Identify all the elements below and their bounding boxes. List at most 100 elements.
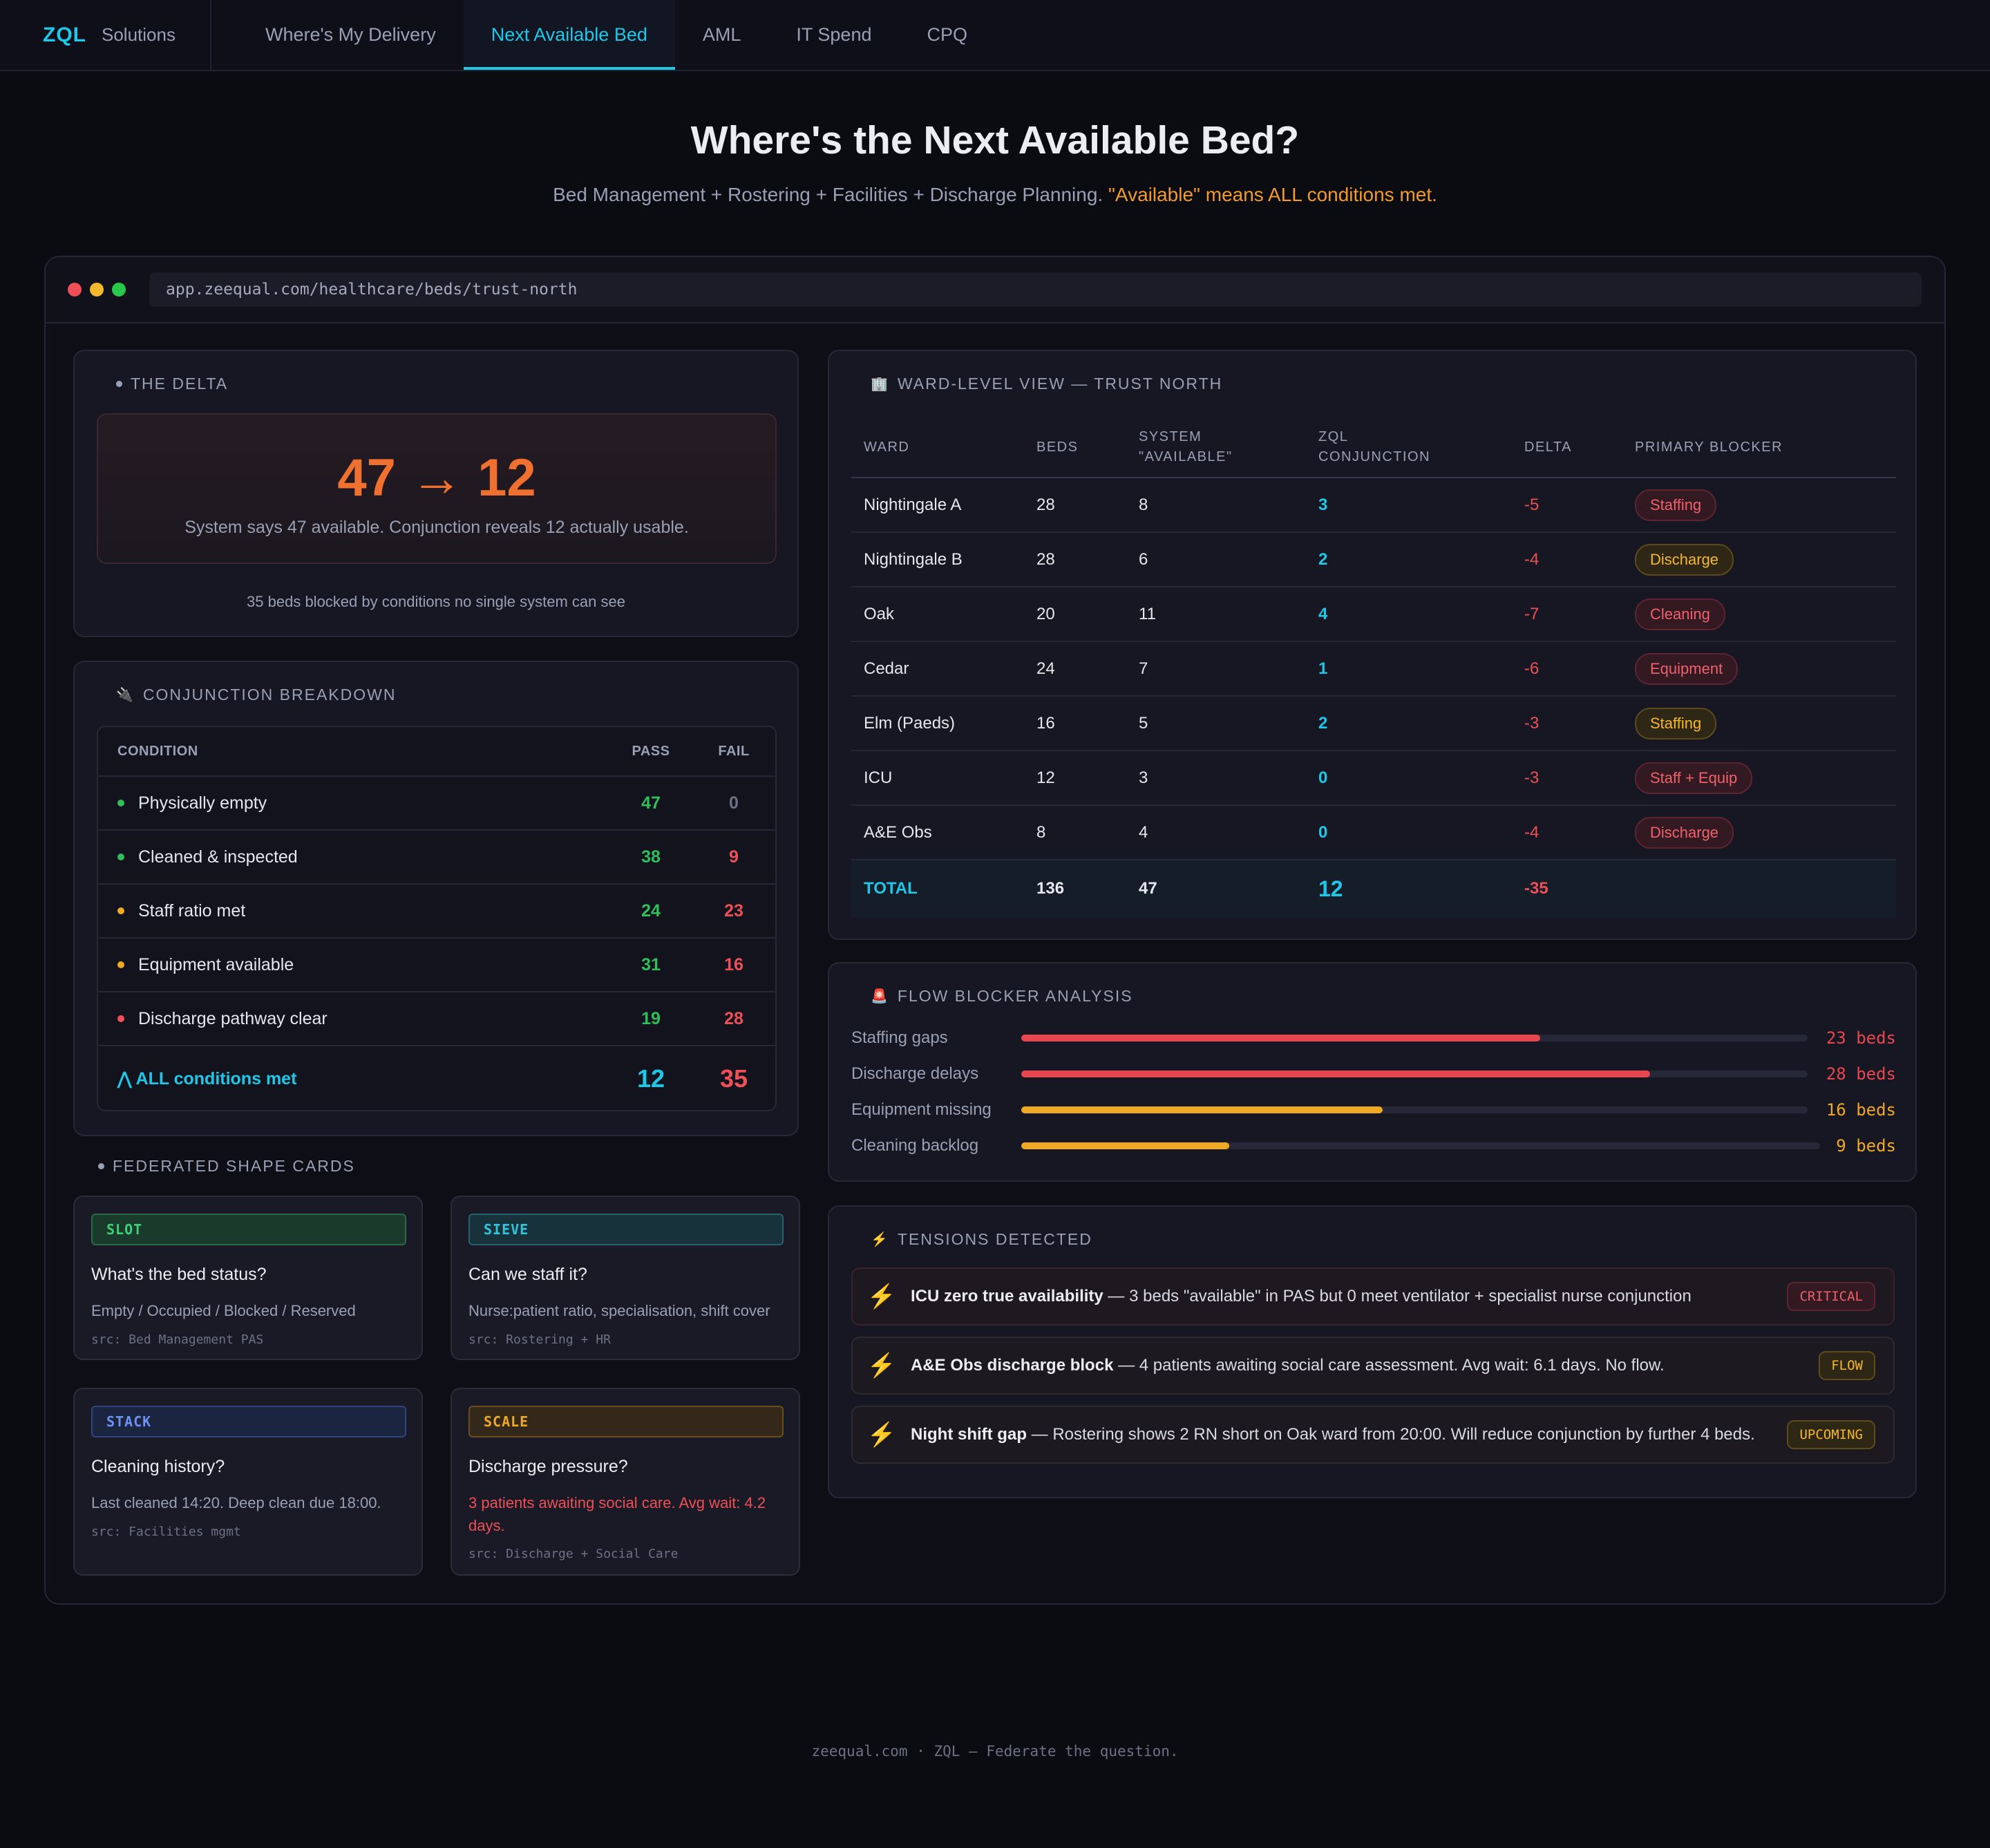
ward-delta: -3 bbox=[1524, 713, 1539, 733]
ward-system-available: 7 bbox=[1139, 659, 1148, 678]
tab-it-spend[interactable]: IT Spend bbox=[796, 24, 872, 45]
condition-cell: Physically empty bbox=[117, 793, 609, 813]
lightning-icon: ⚡ bbox=[866, 1283, 897, 1310]
table-row[interactable]: Cedar 24 7 1 -6 Equipment bbox=[851, 642, 1896, 697]
delta-box: 47 → 12 System says 47 available. Conjun… bbox=[97, 413, 777, 564]
ward-system-available: 8 bbox=[1139, 495, 1148, 514]
ward-zql-conjunction: 1 bbox=[1318, 659, 1328, 678]
tab-wheres-my-delivery[interactable]: Where's My Delivery bbox=[265, 24, 436, 45]
fail-count: 16 bbox=[724, 954, 743, 974]
page-title: Where's the Next Available Bed? bbox=[690, 118, 1300, 162]
total-system: 47 bbox=[1139, 879, 1157, 898]
table-header: WARD BEDS SYSTEM "AVAILABLE" ZQL CONJUNCTI… bbox=[851, 417, 1896, 478]
brand-logo[interactable]: ZQL bbox=[43, 23, 86, 46]
tensions-heading-label: TENSIONS DETECTED bbox=[897, 1230, 1092, 1248]
flow-track bbox=[1021, 1035, 1808, 1041]
shape-card-slot[interactable]: SLOT What's the bed status? Empty / Occu… bbox=[73, 1196, 423, 1360]
table-row[interactable]: Elm (Paeds) 16 5 2 -3 Staffing bbox=[851, 697, 1896, 751]
bullet-icon bbox=[98, 1163, 104, 1169]
window-maximize-dot[interactable] bbox=[112, 283, 126, 296]
federated-heading: FEDERATED SHAPE CARDS bbox=[98, 1157, 355, 1176]
condition-cell: Staff ratio met bbox=[117, 901, 609, 921]
tension-title: A&E Obs discharge block bbox=[911, 1356, 1114, 1375]
blocker-badge: Discharge bbox=[1635, 543, 1734, 576]
table-row[interactable]: Oak 20 11 4 -7 Cleaning bbox=[851, 587, 1896, 642]
table-row: Staff ratio met 24 23 bbox=[98, 885, 775, 939]
hospital-icon: 🏢 bbox=[871, 377, 889, 392]
shape-card-sieve[interactable]: SIEVE Can we staff it? Nurse:patient rat… bbox=[451, 1196, 800, 1360]
condition-cell: Cleaned & inspected bbox=[117, 847, 609, 867]
card-question: What's the bed status? bbox=[91, 1265, 267, 1284]
table-row[interactable]: A&E Obs 8 4 0 -4 Discharge bbox=[851, 806, 1896, 860]
window-close-dot[interactable] bbox=[68, 283, 82, 296]
blocker-badge: Staffing bbox=[1635, 707, 1717, 739]
card-detail: Nurse:patient ratio, specialisation, shi… bbox=[468, 1302, 770, 1319]
table-header: CONDITION PASS FAIL bbox=[98, 727, 775, 777]
tension-text: ICU zero true availability — 3 beds "ava… bbox=[911, 1287, 1787, 1306]
browser-frame: app.zeequal.com/healthcare/beds/trust-no… bbox=[44, 256, 1946, 1605]
card-detail: Last cleaned 14:20. Deep clean due 18:00… bbox=[91, 1494, 381, 1511]
tension-row[interactable]: ⚡ ICU zero true availability — 3 beds "av… bbox=[851, 1267, 1895, 1326]
status-dot-icon bbox=[117, 1015, 124, 1022]
flow-bar bbox=[1021, 1071, 1651, 1077]
flow-bar bbox=[1021, 1142, 1229, 1149]
brand-subtitle: Solutions bbox=[102, 24, 176, 45]
table-row[interactable]: ICU 12 3 0 -3 Staff + Equip bbox=[851, 751, 1896, 806]
flow-row: Equipment missing 16 beds bbox=[851, 1096, 1896, 1124]
severity-badge: CRITICAL bbox=[1787, 1282, 1875, 1311]
federated-heading-label: FEDERATED SHAPE CARDS bbox=[113, 1157, 355, 1175]
ward-name: Cedar bbox=[864, 659, 909, 678]
condition-label: Equipment available bbox=[138, 954, 294, 974]
col-primary-blocker: PRIMARY BLOCKER bbox=[1635, 439, 1783, 455]
card-detail: 3 patients awaiting social care. Avg wai… bbox=[468, 1494, 766, 1534]
tension-row[interactable]: ⚡ A&E Obs discharge block — 4 patients aw… bbox=[851, 1337, 1895, 1395]
table-row[interactable]: Nightingale A 28 8 3 -5 Staffing bbox=[851, 478, 1896, 533]
fail-count: 23 bbox=[724, 901, 743, 921]
ward-system-available: 5 bbox=[1139, 713, 1148, 733]
pass-count: 19 bbox=[641, 1008, 661, 1028]
ward-name: Nightingale A bbox=[864, 495, 962, 514]
bullet-icon bbox=[116, 381, 122, 387]
conjunction-total-row: ⋀ ALL conditions met 12 35 bbox=[98, 1046, 775, 1110]
delta-value: 47 → 12 bbox=[337, 449, 536, 507]
url-bar[interactable]: app.zeequal.com/healthcare/beds/trust-no… bbox=[149, 272, 1922, 307]
shape-card-scale[interactable]: SCALE Discharge pressure? 3 patients awa… bbox=[451, 1388, 800, 1576]
flow-bar bbox=[1021, 1035, 1541, 1041]
tensions-panel: ⚡ TENSIONS DETECTED ⚡ ICU zero true avail… bbox=[828, 1205, 1917, 1498]
ward-name: Elm (Paeds) bbox=[864, 713, 956, 733]
col-condition: CONDITION bbox=[117, 743, 198, 759]
brand[interactable]: ZQL Solutions bbox=[0, 0, 211, 70]
blocker-badge: Cleaning bbox=[1635, 598, 1725, 630]
status-dot-icon bbox=[117, 800, 124, 807]
tensions-heading: ⚡ TENSIONS DETECTED bbox=[871, 1230, 1092, 1249]
window-minimize-dot[interactable] bbox=[90, 283, 104, 296]
tab-cpq[interactable]: CPQ bbox=[927, 24, 967, 45]
total-ward: TOTAL bbox=[864, 879, 918, 898]
shape-card-stack[interactable]: STACK Cleaning history? Last cleaned 14:… bbox=[73, 1388, 423, 1576]
pass-count: 38 bbox=[641, 847, 661, 867]
subtitle-highlight: "Available" means ALL conditions met. bbox=[1108, 184, 1437, 205]
ward-total-row: TOTAL 136 47 12 -35 bbox=[851, 860, 1896, 917]
blocker-badge: Discharge bbox=[1635, 816, 1734, 849]
flow-track bbox=[1021, 1106, 1808, 1113]
ward-beds: 12 bbox=[1036, 768, 1055, 787]
tab-aml[interactable]: AML bbox=[702, 24, 741, 45]
ward-heading: 🏢 WARD-LEVEL VIEW — TRUST NORTH bbox=[871, 375, 1222, 393]
fail-count: 9 bbox=[729, 847, 739, 867]
conjunction-panel: 🔌 CONJUNCTION BREAKDOWN CONDITION PASS F… bbox=[73, 661, 799, 1136]
flow-row: Staffing gaps 23 beds bbox=[851, 1024, 1896, 1052]
ward-system-available: 4 bbox=[1139, 822, 1148, 842]
flow-row: Discharge delays 28 beds bbox=[851, 1060, 1896, 1088]
table-row: Cleaned & inspected 38 9 bbox=[98, 831, 775, 885]
flow-heading: 🚨 FLOW BLOCKER ANALYSIS bbox=[871, 987, 1133, 1006]
tension-row[interactable]: ⚡ Night shift gap — Rostering shows 2 RN … bbox=[851, 1406, 1895, 1464]
table-row[interactable]: Nightingale B 28 6 2 -4 Discharge bbox=[851, 533, 1896, 587]
tab-next-available-bed[interactable]: Next Available Bed bbox=[463, 0, 676, 70]
col-delta: DELTA bbox=[1524, 439, 1572, 455]
flow-label: Cleaning backlog bbox=[851, 1136, 979, 1155]
plug-icon: 🔌 bbox=[116, 688, 135, 703]
fail-count: 28 bbox=[724, 1008, 743, 1028]
lightning-icon: ⚡ bbox=[871, 1232, 889, 1247]
tension-title: Night shift gap bbox=[911, 1425, 1027, 1444]
card-tag: SCALE bbox=[468, 1406, 784, 1437]
